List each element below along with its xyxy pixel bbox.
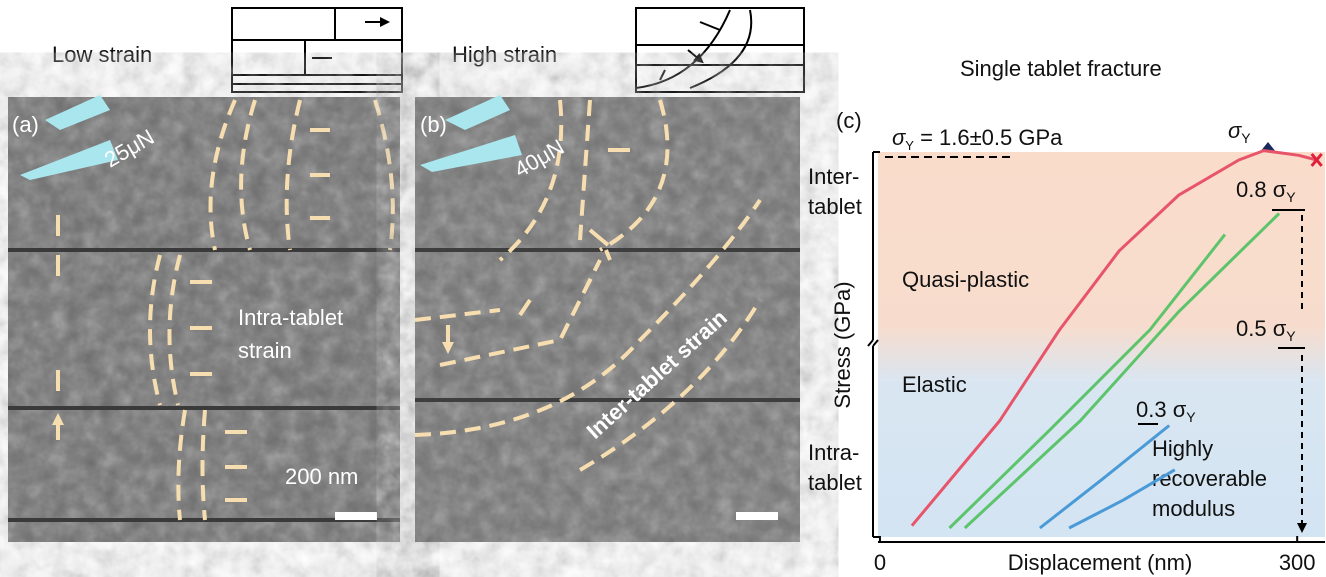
yield-text: σY = 1.6±0.5 GPa <box>892 125 1063 153</box>
y-axis-label: Stress (GPa) <box>830 281 855 408</box>
scale-bar-label: 200 nm <box>285 464 358 489</box>
caption: High strain <box>452 42 557 67</box>
x-tick-label: 300 <box>1279 550 1316 575</box>
yield-label: σY <box>1228 118 1251 146</box>
note: modulus <box>1152 496 1235 521</box>
annotation: Intra-tablet <box>238 305 343 330</box>
panel-label: (c) <box>836 108 862 133</box>
chart-title: Single tablet fracture <box>960 56 1162 81</box>
schematic <box>636 8 804 92</box>
zone-label: Inter- <box>808 164 859 189</box>
chart: Single tablet fracture (c) σY = 1.6±0.5 … <box>808 56 1325 575</box>
note: recoverable <box>1152 466 1267 491</box>
x-tick-label: 0 <box>874 550 886 575</box>
zone-label: Quasi-plastic <box>902 267 1029 292</box>
x-axis-label: Displacement (nm) <box>1008 550 1193 575</box>
schematic <box>232 8 402 92</box>
zone-label: tablet <box>808 470 862 495</box>
annotation: strain <box>238 338 292 363</box>
note: Highly <box>1152 436 1213 461</box>
zone-label: tablet <box>808 194 862 219</box>
panel-label: (b) <box>420 112 447 137</box>
zone-label: Elastic <box>902 372 967 397</box>
micrograph <box>415 95 800 542</box>
panel-label: (a) <box>12 112 39 137</box>
figure: Low strain (a) 25μN Intra-tablet strain … <box>0 0 1326 577</box>
zone-label: Intra- <box>808 440 859 465</box>
caption: Low strain <box>52 42 152 67</box>
